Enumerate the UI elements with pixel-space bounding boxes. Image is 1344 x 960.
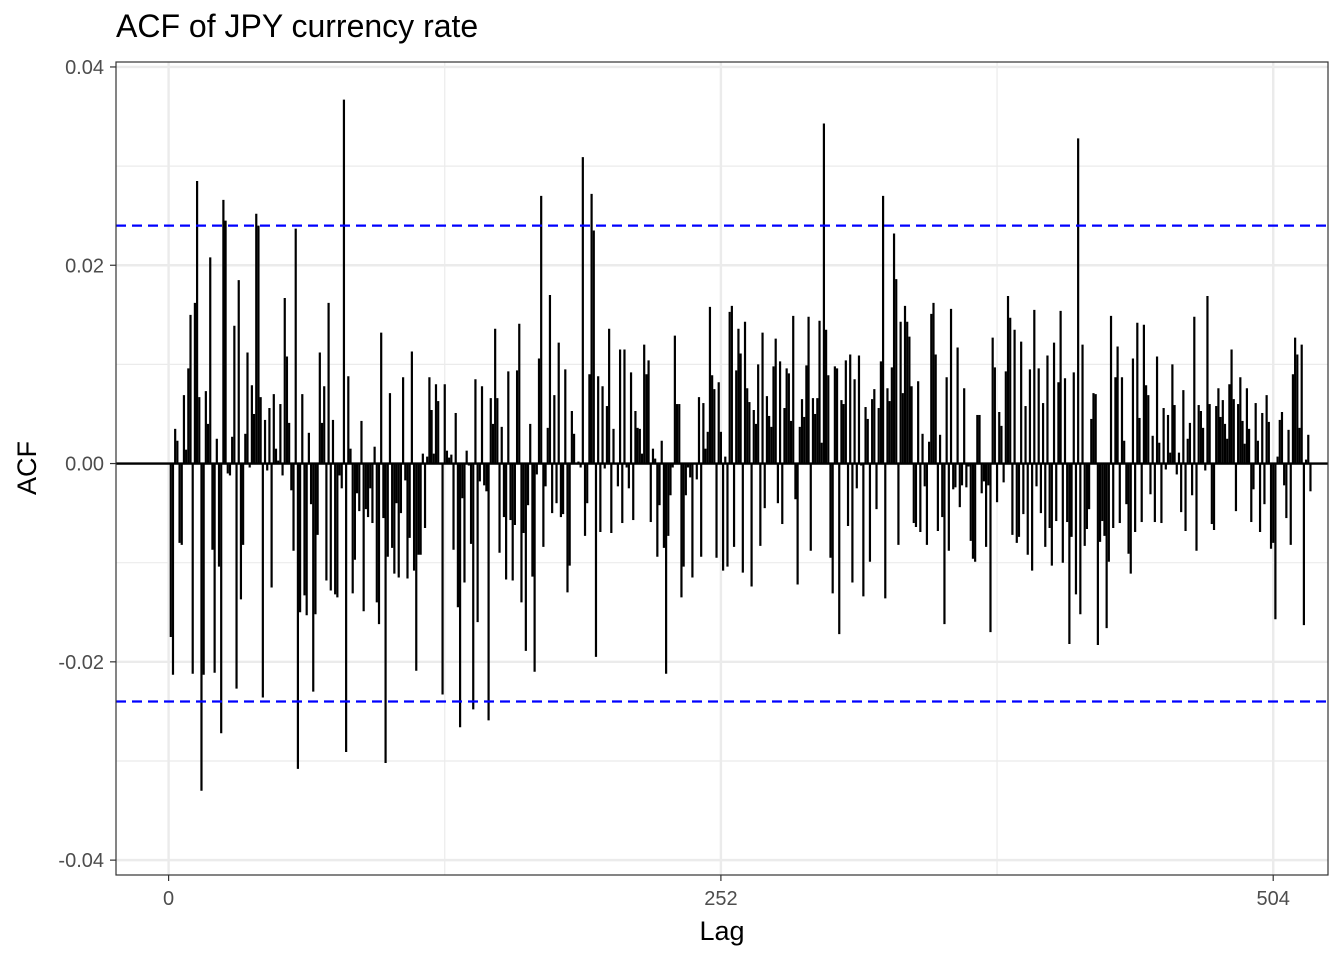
x-tick-label-0: 0 bbox=[163, 888, 174, 910]
confidence-bounds bbox=[116, 224, 1328, 703]
y-axis: -0.04 -0.02 0.00 0.02 0.04 bbox=[58, 57, 116, 872]
y-tick-label-0: -0.04 bbox=[58, 850, 104, 872]
panel-border bbox=[115, 61, 1329, 876]
acf-bars bbox=[169, 99, 1312, 791]
x-tick-label-2: 504 bbox=[1257, 888, 1290, 910]
y-tick-label-1: -0.02 bbox=[58, 652, 104, 674]
x-axis-label: Lag bbox=[699, 916, 744, 946]
x-tick-label-1: 252 bbox=[704, 888, 737, 910]
y-tick-label-3: 0.02 bbox=[65, 255, 104, 277]
x-axis: 0 252 504 bbox=[163, 875, 1290, 910]
y-tick-label-2: 0.00 bbox=[65, 454, 104, 476]
y-tick-label-4: 0.04 bbox=[65, 57, 104, 79]
y-axis-label: ACF bbox=[12, 441, 42, 495]
chart-title: ACF of JPY currency rate bbox=[116, 8, 479, 44]
